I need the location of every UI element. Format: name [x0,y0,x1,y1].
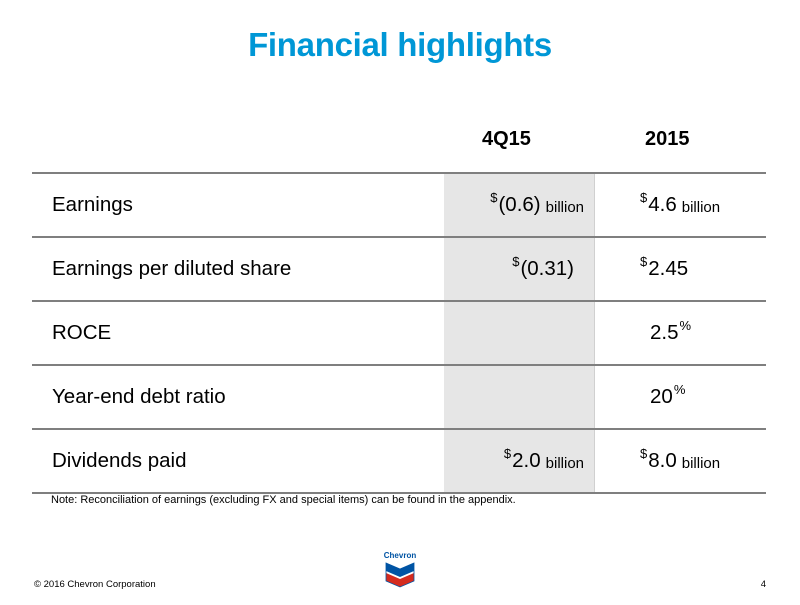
roce-2015-value: 2.5 % [650,302,691,364]
quarter-column-shade [444,174,595,236]
earnings-2015-value: $ 4.6 billion [640,174,720,236]
column-header-4q15: 4Q15 [482,128,531,150]
dividends-4q15-value: $ 2.0 billion [504,430,584,492]
value-number: 2.45 [648,257,689,280]
column-header-2015: 2015 [645,128,690,150]
percent-symbol: % [673,381,686,397]
value-unit: billion [681,198,721,216]
copyright: © 2016 Chevron Corporation [34,579,156,590]
highlights-table: Earnings $ (0.6) billion $ 4.6 billion E… [32,172,766,494]
value-unit: billion [681,454,721,472]
row-label: Year-end debt ratio [52,385,226,408]
currency-symbol: $ [503,445,512,461]
row-label: Earnings [52,193,133,216]
table-row-roce: ROCE 2.5 % [32,302,766,366]
chevron-logo: Chevron [372,551,428,600]
quarter-column-shade [444,302,595,364]
row-label: Dividends paid [52,449,187,472]
earnings-4q15-value: $ (0.6) billion [490,174,584,236]
row-label: Earnings per diluted share [52,257,292,280]
value-number: (0.31) [520,257,574,280]
logo-wordmark: Chevron [383,551,417,560]
currency-symbol: $ [640,445,648,461]
table-row-eps: Earnings per diluted share $ (0.31) $ 2.… [32,238,766,302]
currency-symbol: $ [512,253,520,269]
table-row-dividends: Dividends paid $ 2.0 billion $ 8.0 billi… [32,430,766,494]
value-number: (0.6) [498,193,541,216]
value-number: 2.5 [650,321,679,344]
dividends-2015-value: $ 8.0 billion [640,430,720,492]
table-row-earnings: Earnings $ (0.6) billion $ 4.6 billion [32,174,766,238]
footnote: Note: Reconciliation of earnings (exclud… [51,494,516,506]
currency-symbol: $ [490,189,498,205]
quarter-column-shade [444,366,595,428]
eps-2015-value: $ 2.45 [640,238,688,300]
quarter-column-shade [444,238,595,300]
slide-title: Financial highlights [248,26,552,63]
currency-symbol: $ [640,189,648,205]
debt-ratio-2015-value: 20 % [650,366,685,428]
eps-4q15-value: $ (0.31) [512,238,574,300]
value-unit: billion [545,198,584,216]
page-number: 4 [760,579,766,590]
value-number: 2.0 [512,449,541,472]
value-number: 4.6 [648,193,677,216]
percent-symbol: % [679,317,692,333]
row-label: ROCE [52,321,112,344]
value-unit: billion [545,454,584,472]
value-number: 8.0 [648,449,677,472]
quarter-column-shade [444,430,595,492]
table-row-debt-ratio: Year-end debt ratio 20 % [32,366,766,430]
value-number: 20 [650,385,673,408]
currency-symbol: $ [640,253,648,269]
chevron-hallmark-icon [385,562,415,588]
